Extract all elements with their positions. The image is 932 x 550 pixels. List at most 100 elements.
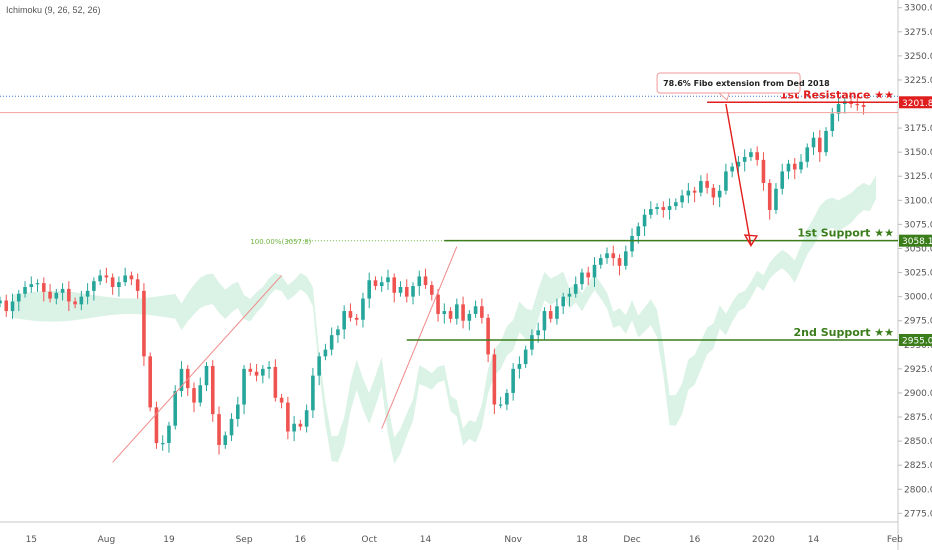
- price-tick-label: 3175.0: [904, 124, 932, 134]
- candle-body: [117, 282, 121, 288]
- annotation-text: 78.6% Fibo extension from Ded 2018: [663, 79, 830, 88]
- level-price-label: 3201.8: [902, 99, 932, 109]
- down-arrow-head: [743, 234, 759, 247]
- candle-body: [605, 253, 609, 259]
- candle-body: [792, 163, 797, 170]
- candle-body: [254, 371, 259, 376]
- candle-body: [279, 397, 284, 403]
- price-tick-label: 2875.0: [904, 413, 932, 423]
- candle-body: [636, 226, 641, 236]
- candle-body: [304, 410, 309, 427]
- level-label: 1st Support ★★: [797, 227, 894, 240]
- candle-body: [573, 284, 578, 294]
- candle-body: [780, 171, 785, 189]
- time-tick-label: Nov: [504, 535, 522, 545]
- candle-body: [48, 291, 52, 299]
- candle-body: [536, 330, 540, 336]
- candle-body: [404, 287, 409, 297]
- candle-body: [223, 435, 228, 445]
- candle-body: [742, 156, 747, 162]
- price-tick-label: 3250.0: [904, 52, 932, 62]
- candle-body: [135, 279, 140, 291]
- candle-body: [855, 104, 860, 106]
- candle-body: [617, 258, 622, 266]
- price-tick-label: 2975.0: [904, 317, 932, 327]
- candle-body: [861, 104, 866, 107]
- price-tick-label: 3100.0: [904, 196, 932, 206]
- price-tick-label: 3025.0: [904, 269, 932, 279]
- candle-body: [429, 285, 434, 295]
- candle-body: [379, 282, 384, 287]
- price-tick-label: 2900.0: [904, 389, 932, 399]
- ichimoku-cloud: [12, 175, 877, 464]
- time-tick-label: 14: [808, 535, 820, 545]
- price-tick-label: 3300.0: [904, 4, 932, 14]
- indicator-label: Ichimoku (9, 26, 52, 26): [6, 5, 101, 15]
- level-label: 1st Resistance ★★: [780, 88, 894, 101]
- time-tick-label: Sep: [236, 535, 253, 545]
- candle-body: [235, 404, 240, 419]
- candle-body: [204, 365, 209, 386]
- candle-body: [373, 280, 378, 287]
- candle-body: [786, 163, 791, 172]
- candle-body: [367, 280, 372, 299]
- candle-body: [730, 166, 734, 172]
- candle-body: [35, 283, 40, 285]
- candle-body: [717, 190, 722, 198]
- candle-body: [423, 276, 428, 286]
- candle-body: [85, 290, 90, 297]
- candle-body: [824, 130, 828, 153]
- candle-body: [667, 206, 672, 210]
- candle-body: [623, 251, 628, 266]
- candle-body: [229, 418, 234, 436]
- candle-body: [505, 392, 509, 405]
- candle-body: [142, 290, 146, 357]
- candle-body: [486, 317, 490, 355]
- candle-body: [129, 275, 134, 280]
- candle-body: [649, 208, 653, 215]
- candle-body: [555, 306, 559, 319]
- candle-body: [736, 161, 741, 167]
- candle-body: [342, 311, 346, 330]
- level-price-box: [899, 96, 932, 109]
- candle-body: [805, 147, 810, 162]
- candle-body: [661, 207, 666, 210]
- candle-body: [104, 275, 109, 278]
- candle-body: [586, 272, 591, 278]
- time-tick-label: 19: [163, 535, 175, 545]
- candle-body: [92, 281, 96, 291]
- candle-body: [60, 288, 65, 293]
- candle-body: [611, 253, 616, 259]
- candle-body: [767, 182, 772, 210]
- candle-body: [192, 388, 196, 403]
- candle-body: [292, 423, 296, 432]
- fibo-label: 100.00%(3057.8): [250, 238, 311, 246]
- candle-body: [686, 190, 691, 196]
- candle-body: [148, 356, 152, 408]
- candle-body: [455, 304, 459, 319]
- candle-body: [29, 284, 34, 288]
- time-tick-label: 16: [295, 535, 307, 545]
- candle-body: [655, 207, 659, 209]
- time-tick-label: Dec: [623, 535, 640, 545]
- candle-body: [749, 152, 753, 157]
- price-tick-label: 2850.0: [904, 437, 932, 447]
- candle-body: [336, 329, 340, 336]
- time-tick-label: 2020: [752, 535, 775, 545]
- candle-body: [348, 311, 353, 318]
- candle-body: [311, 375, 315, 411]
- candle-body: [267, 366, 271, 369]
- candle-body: [110, 277, 115, 288]
- candle-body: [398, 287, 403, 293]
- candle-body: [179, 368, 184, 392]
- candle-body: [461, 304, 465, 321]
- candle-body: [680, 195, 684, 203]
- candle-body: [411, 286, 415, 297]
- candle-body: [123, 275, 127, 283]
- candle-body: [42, 283, 46, 292]
- price-tick-label: 2800.0: [904, 485, 932, 495]
- candle-body: [23, 287, 27, 294]
- candle-body: [674, 202, 678, 207]
- level-price-box: [899, 234, 932, 247]
